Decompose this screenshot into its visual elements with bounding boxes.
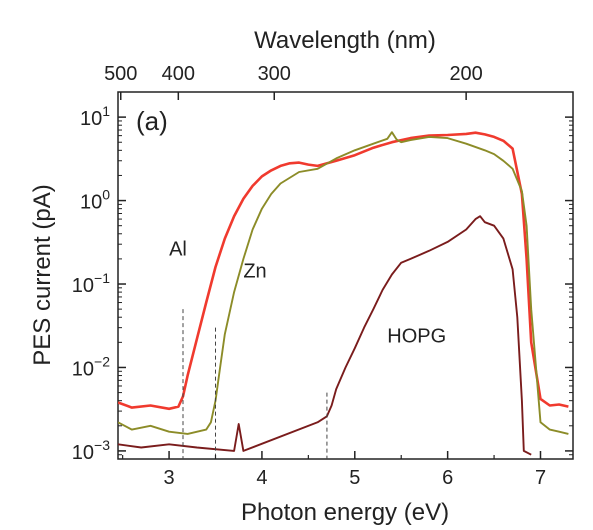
panel-label: (a) [136, 106, 168, 136]
top-tick-label: 200 [449, 63, 482, 85]
x-tick-label: 4 [256, 467, 267, 489]
y-tick-label: 10−1 [72, 270, 110, 297]
threshold-markers [182, 309, 328, 459]
plot-frame [117, 91, 574, 460]
axis-ticks: 3 4 5 6 7 500 400 300 200 10−3 10−2 10−1 100 101 [72, 63, 573, 489]
series-line-hopg [118, 215, 532, 456]
series-label-zn: Zn [243, 260, 266, 282]
y-tick-label: 101 [80, 103, 110, 130]
top-tick-label: 400 [162, 63, 195, 85]
series-line-zn [118, 131, 569, 435]
series-label-al: Al [169, 238, 187, 260]
y-tick-label: 100 [80, 187, 110, 214]
top-tick-label: 500 [104, 63, 137, 85]
y-tick-label: 10−2 [72, 353, 110, 380]
top-tick-label: 300 [258, 63, 291, 85]
series-labels: Al Zn HOPG [169, 238, 446, 347]
y-tick-label: 10−3 [72, 437, 110, 464]
x-tick-label: 6 [442, 467, 453, 489]
x-axis-title: Photon energy (eV) [241, 499, 449, 526]
series-label-hopg: HOPG [387, 325, 446, 347]
y-axis-title: PES current (pA) [29, 184, 56, 365]
series-layer [118, 131, 569, 456]
x-tick-label: 7 [535, 467, 546, 489]
series-line-al [118, 131, 569, 411]
top-axis-title: Wavelength (nm) [254, 27, 436, 54]
x-tick-label: 5 [349, 467, 360, 489]
x-tick-label: 3 [164, 467, 175, 489]
